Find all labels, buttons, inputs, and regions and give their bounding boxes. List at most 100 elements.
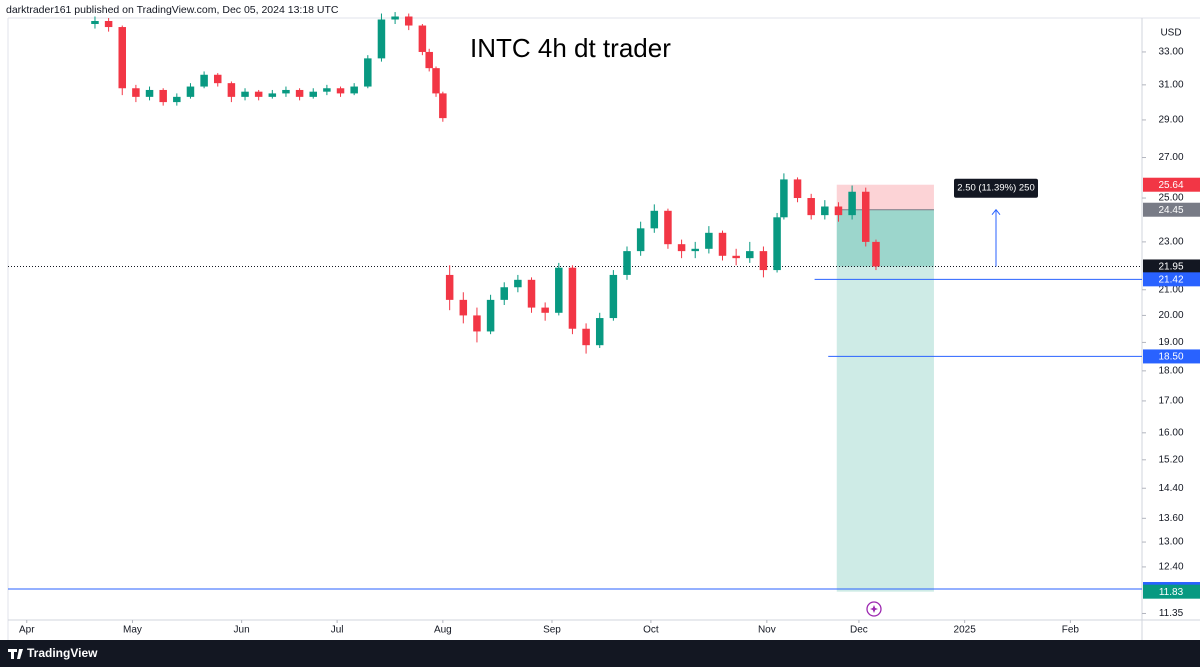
candle-body <box>705 232 713 249</box>
y-tick-label: 19.00 <box>1158 337 1183 348</box>
target-progress <box>836 209 934 267</box>
candle-body <box>514 279 522 288</box>
candle-body <box>834 206 843 216</box>
candle-body <box>227 83 236 97</box>
candle-body <box>568 267 577 329</box>
x-tick-label: May <box>123 625 142 636</box>
candle-body <box>821 206 829 216</box>
event-icon[interactable] <box>866 601 882 617</box>
header-text: darktrader161 published on TradingView.c… <box>6 4 339 16</box>
candle-body <box>582 328 590 346</box>
y-tick-label: 14.40 <box>1158 483 1183 494</box>
candle-body <box>872 241 880 267</box>
x-tick-label: Nov <box>758 625 776 636</box>
candle-body <box>364 58 372 87</box>
y-tick-label: 27.00 <box>1158 152 1183 163</box>
candle-body <box>746 251 754 259</box>
candle-body <box>459 299 468 316</box>
x-tick-label: Jun <box>234 625 250 636</box>
price-badge <box>1143 272 1200 287</box>
x-tick-label: Feb <box>1062 625 1080 636</box>
candle-body <box>473 315 481 332</box>
candle-body <box>691 248 699 252</box>
footer-brand[interactable]: TradingView <box>27 646 98 660</box>
price-badge <box>1143 202 1200 217</box>
candle-body <box>91 20 99 25</box>
candle-body <box>595 318 604 346</box>
candle-body <box>677 244 686 252</box>
candle-body <box>848 191 856 216</box>
measure-arrow-head <box>991 208 1001 216</box>
candle-body <box>254 91 263 97</box>
candle-body <box>500 287 508 300</box>
y-tick-label: 12.40 <box>1158 562 1183 573</box>
price-badge-label: 11.83 <box>1159 587 1184 598</box>
footer-bar <box>0 640 1200 667</box>
candle-body <box>336 88 345 94</box>
x-tick-label: Oct <box>643 625 659 636</box>
currency-label: USD <box>1160 28 1181 39</box>
event-icon-star <box>870 605 878 613</box>
candle-body <box>309 91 317 97</box>
measure-label: 2.50 (11.39%) 250 <box>957 183 1034 194</box>
price-badge <box>1143 584 1200 599</box>
y-tick-label: 20.00 <box>1158 310 1183 321</box>
y-tick-label: 11.35 <box>1159 608 1184 619</box>
candle-body <box>186 86 195 97</box>
candle-body <box>418 25 427 52</box>
price-badge-label: 21.95 <box>1158 262 1183 273</box>
y-tick-label: 13.60 <box>1158 513 1183 524</box>
header-bar <box>0 0 1200 18</box>
candle-body <box>793 179 802 199</box>
candle-body <box>323 88 331 92</box>
x-tick-label: Jul <box>331 625 344 636</box>
candle-body <box>718 232 727 256</box>
candle-body <box>391 16 399 20</box>
candle-body <box>104 20 113 28</box>
y-tick-label: 21.00 <box>1158 284 1183 295</box>
x-tick-label: Dec <box>850 625 868 636</box>
candle-body <box>132 88 140 97</box>
candle-body <box>807 198 815 216</box>
candle-body <box>118 27 127 89</box>
x-tick-label: 2025 <box>954 625 977 636</box>
x-tick-label: Apr <box>19 625 35 636</box>
candle-body <box>432 68 440 94</box>
candle-body <box>350 86 358 94</box>
candle-body <box>732 255 740 259</box>
x-tick-label: Sep <box>543 625 561 636</box>
candle-body <box>159 89 167 103</box>
price-badge-label: 21.42 <box>1158 274 1183 285</box>
candle-body <box>486 299 495 332</box>
candle-body <box>425 51 433 69</box>
candle-body <box>636 228 645 252</box>
candle-body <box>650 210 659 229</box>
price-badge <box>1143 349 1200 364</box>
candle-body <box>377 19 386 59</box>
candle-body <box>780 179 788 218</box>
y-tick-label: 29.00 <box>1158 115 1183 126</box>
candle-body <box>664 210 672 245</box>
candle-body <box>541 307 549 313</box>
candle-body <box>145 89 154 97</box>
chart-title: INTC 4h dt trader <box>470 33 671 63</box>
candle-body <box>173 96 181 103</box>
candle-body <box>445 274 454 300</box>
y-tick-label: 17.00 <box>1158 396 1183 407</box>
candle-body <box>773 217 781 271</box>
footer-logo <box>8 649 23 659</box>
measure-label-box <box>954 178 1038 198</box>
price-badge-label: 25.64 <box>1158 180 1183 191</box>
y-tick-label: 33.00 <box>1158 47 1183 58</box>
target-zone <box>836 209 934 592</box>
candle-body <box>759 251 768 271</box>
price-badge-label: 24.45 <box>1158 205 1183 216</box>
y-tick-label: 18.00 <box>1158 365 1183 376</box>
candle-body <box>609 274 618 319</box>
candle-body <box>295 89 304 97</box>
price-badge-label: 18.50 <box>1158 352 1183 363</box>
candle-body <box>200 74 208 87</box>
candle-body <box>213 74 222 84</box>
